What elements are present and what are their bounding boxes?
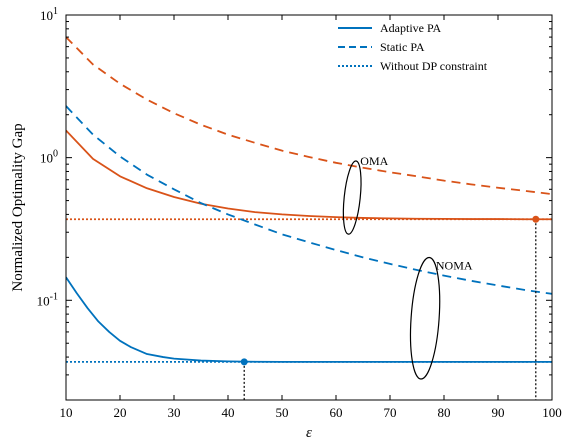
annotation-noma: NOMA <box>436 259 473 273</box>
x-tick-label: 40 <box>222 405 235 420</box>
legend-label: Adaptive PA <box>380 21 442 35</box>
x-tick-label: 10 <box>60 405 73 420</box>
x-tick-label: 70 <box>384 405 397 420</box>
x-tick-label: 90 <box>492 405 505 420</box>
x-tick-label: 100 <box>542 405 562 420</box>
marker-layer <box>241 216 540 400</box>
legend-label: Static PA <box>380 40 425 54</box>
legend: Adaptive PA Static PA Without DP constrain… <box>338 21 488 73</box>
oma-group-ellipse <box>340 160 364 235</box>
marker-point <box>241 358 248 365</box>
series-layer <box>66 37 552 362</box>
legend-label: Without DP constraint <box>380 59 488 73</box>
x-axis-label: ε <box>306 425 312 441</box>
y-tick-label: 101 <box>40 6 58 23</box>
y-tick-label: 100 <box>40 149 58 166</box>
x-tick-label: 30 <box>168 405 181 420</box>
annotation-oma: OMA <box>360 154 388 168</box>
series-line-noma-dashed <box>66 106 552 294</box>
series-line-noma-solid <box>66 277 552 362</box>
x-tick-label: 20 <box>114 405 127 420</box>
x-tick-label: 50 <box>276 405 289 420</box>
y-tick-label: 10-1 <box>37 291 58 308</box>
x-tick-label: 80 <box>438 405 451 420</box>
x-tick-label: 60 <box>330 405 343 420</box>
marker-point <box>532 216 539 223</box>
series-line-oma-solid <box>66 131 552 220</box>
y-axis-label: Normalized Optimality Gap <box>10 123 26 291</box>
